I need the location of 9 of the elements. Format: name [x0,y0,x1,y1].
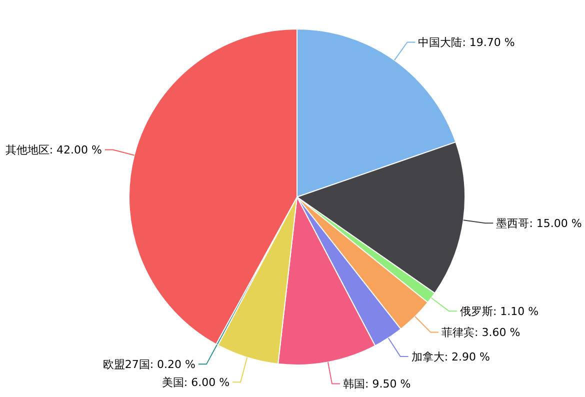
slice-label: 中国大陆: 19.70 % [418,36,515,50]
slice-label: 欧盟27国: 0.20 % [102,358,196,372]
slice-label: 墨西哥: 15.00 % [496,217,582,230]
slice-label: 韩国: 9.50 % [343,378,411,391]
slice-label: 俄罗斯: 1.10 % [460,305,539,318]
slice-label: 加拿大: 2.90 % [411,350,490,364]
slice-label: 菲律宾: 3.60 % [442,326,520,340]
slice-label: 其他地区: 42.00 % [5,144,102,157]
slice-label: 美国: 6.00 % [162,376,230,390]
